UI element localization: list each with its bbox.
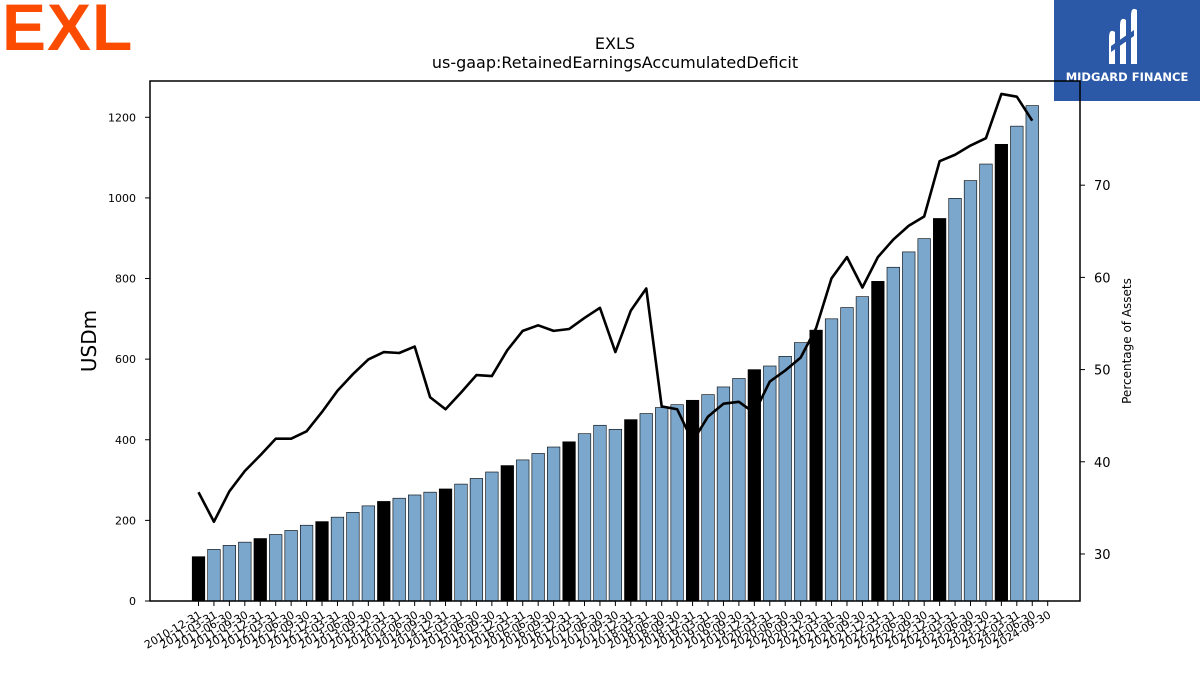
- y-tick-label: 1200: [108, 111, 136, 124]
- bar: [516, 459, 530, 602]
- y-tick-label: 1000: [108, 192, 136, 205]
- midgard-emblem-icon: [1109, 8, 1137, 64]
- bar: [886, 266, 900, 602]
- bar: [763, 365, 777, 602]
- bar: [794, 342, 808, 602]
- midgard-finance-logo: MIDGARD FINANCE: [1054, 0, 1200, 101]
- bar: [299, 524, 314, 602]
- bar: [547, 446, 561, 602]
- bar: [408, 494, 422, 602]
- bar: [655, 407, 669, 602]
- bar: [238, 541, 252, 602]
- bar: [423, 491, 437, 602]
- y-tick-label: 0: [129, 595, 136, 608]
- bar: [933, 218, 947, 602]
- bar: [284, 530, 298, 602]
- bar: [917, 238, 931, 602]
- y2-tick-label: 50: [1094, 364, 1111, 379]
- bar: [469, 478, 484, 602]
- bar: [948, 198, 962, 602]
- bar: [485, 471, 499, 602]
- series-line: [197, 92, 1034, 524]
- y-tick-label: 200: [115, 514, 136, 527]
- y-tick-label: 600: [115, 353, 136, 366]
- bar: [207, 549, 221, 602]
- bar: [392, 497, 406, 602]
- bar: [639, 413, 653, 602]
- y2-tick-label: 70: [1094, 179, 1111, 194]
- bar: [577, 433, 592, 602]
- bar: [253, 538, 267, 602]
- bar: [778, 356, 792, 602]
- chart-title: EXLS: [595, 34, 635, 53]
- bar: [716, 386, 731, 602]
- bar: [438, 488, 453, 602]
- bar: [361, 505, 375, 602]
- plot-frame: [149, 80, 1081, 602]
- bar: [1010, 125, 1024, 602]
- chart-subtitle: us-gaap:RetainedEarningsAccumulatedDefic…: [432, 53, 798, 72]
- bar: [871, 281, 885, 602]
- y-tick-label: 800: [115, 273, 136, 286]
- bar: [824, 318, 839, 602]
- bar: [531, 453, 545, 602]
- bar: [377, 501, 391, 602]
- bar: [963, 180, 978, 602]
- bar: [315, 521, 329, 602]
- bar: [346, 512, 360, 602]
- bar: [809, 329, 823, 602]
- y-tick-label: 400: [115, 434, 136, 447]
- bar: [732, 378, 746, 602]
- bar: [593, 424, 607, 602]
- bar: [1025, 105, 1039, 602]
- y-axis-label: USDm: [77, 310, 101, 372]
- bar: [454, 483, 468, 602]
- bar: [269, 534, 283, 602]
- bar: [562, 441, 576, 602]
- y2-tick-label: 30: [1094, 548, 1111, 563]
- midgard-finance-wordmark: MIDGARD FINANCE: [1065, 70, 1189, 84]
- bar: [222, 545, 236, 602]
- bar: [670, 404, 684, 602]
- exl-logo: EXL: [2, 0, 134, 64]
- bar: [840, 307, 854, 602]
- bar: [608, 428, 622, 602]
- bar: [191, 556, 206, 602]
- bar: [902, 251, 916, 602]
- bar: [994, 143, 1008, 602]
- bar: [330, 516, 345, 602]
- y2-tick-label: 60: [1094, 271, 1111, 286]
- y2-axis-label: Percentage of Assets: [1120, 278, 1134, 404]
- bar: [624, 419, 638, 602]
- bar: [855, 296, 870, 602]
- bar: [500, 465, 514, 602]
- y2-tick-label: 40: [1094, 456, 1111, 471]
- bar: [979, 163, 993, 602]
